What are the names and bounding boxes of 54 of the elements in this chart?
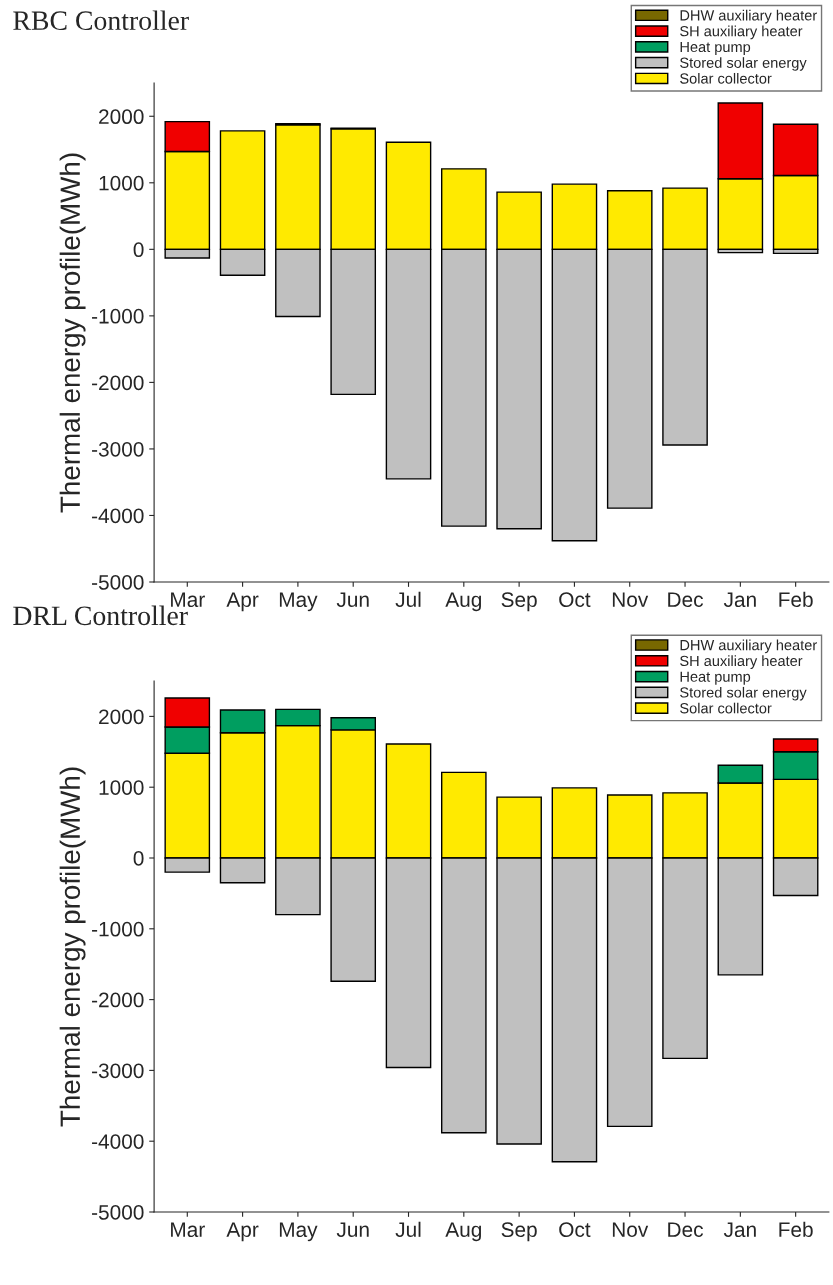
x-tick-label: Nov xyxy=(612,1222,649,1238)
x-tick-label: Mar xyxy=(171,592,205,608)
y-tick-label: -3000 xyxy=(92,441,144,457)
legend-label: Heat pump xyxy=(680,671,751,685)
y-tick-label: -1000 xyxy=(92,308,144,324)
chart-title: DRL Controller xyxy=(13,605,188,626)
x-tick-label: Oct xyxy=(559,1222,591,1238)
legend-label: Stored solar energy xyxy=(680,57,807,71)
x-tick-label: Feb xyxy=(779,1221,813,1238)
x-tick-label: Jan xyxy=(723,1222,756,1238)
legend-label: SH auxiliary heater xyxy=(680,655,803,669)
legend-label: Stored solar energy xyxy=(680,686,807,701)
x-tick-label: Jun xyxy=(336,592,369,608)
x-tick-label: Mar xyxy=(171,1222,205,1238)
legend-label: Solar collector xyxy=(680,72,772,84)
legend-label: DHW auxiliary heater xyxy=(680,9,817,24)
legend-label: Solar collector xyxy=(680,702,772,714)
x-tick-label: Jan xyxy=(723,592,756,608)
x-tick-label: Aug xyxy=(445,592,482,612)
x-tick-label: Apr xyxy=(226,592,259,612)
y-tick-label: 2000 xyxy=(99,109,144,125)
legend-label: DHW auxiliary heater xyxy=(680,639,817,654)
y-axis-title: Thermal energy profile(MWh) xyxy=(59,767,86,1127)
y-tick-label: -2000 xyxy=(92,992,144,1008)
y-tick-label: 0 xyxy=(133,851,144,866)
x-tick-label: May xyxy=(279,1222,318,1242)
y-tick-label: -5000 xyxy=(92,575,144,590)
chart-title: RBC Controller xyxy=(13,10,189,31)
x-tick-label: Aug xyxy=(445,1222,482,1242)
x-tick-label: Dec xyxy=(668,592,704,608)
x-tick-label: Sep xyxy=(501,1222,537,1242)
y-tick-label: -4000 xyxy=(92,508,144,524)
x-tick-label: Sep xyxy=(501,592,537,612)
y-tick-label: 2000 xyxy=(99,709,144,725)
x-tick-label: Nov xyxy=(612,592,649,608)
y-tick-label: -4000 xyxy=(92,1134,144,1149)
y-tick-label: -2000 xyxy=(92,375,144,391)
y-tick-label: -3000 xyxy=(92,1063,144,1079)
x-tick-label: Jul xyxy=(395,1221,421,1238)
y-tick-label: 0 xyxy=(133,242,144,258)
legend-label: Heat pump xyxy=(680,41,751,55)
x-tick-label: Dec xyxy=(668,1222,704,1238)
x-tick-label: Jul xyxy=(395,591,421,608)
y-tick-label: -5000 xyxy=(92,1205,144,1220)
x-tick-label: Jun xyxy=(336,1222,369,1238)
x-tick-label: Feb xyxy=(779,591,813,608)
x-tick-label: Apr xyxy=(226,1222,259,1242)
legend-label: SH auxiliary heater xyxy=(680,25,803,40)
y-tick-label: -1000 xyxy=(92,921,144,937)
x-tick-label: Oct xyxy=(559,592,591,608)
y-tick-label: 1000 xyxy=(99,175,144,191)
x-tick-label: May xyxy=(279,592,318,612)
y-axis-title: Thermal energy profile(MWh) xyxy=(59,153,86,513)
y-tick-label: 1000 xyxy=(99,780,144,795)
